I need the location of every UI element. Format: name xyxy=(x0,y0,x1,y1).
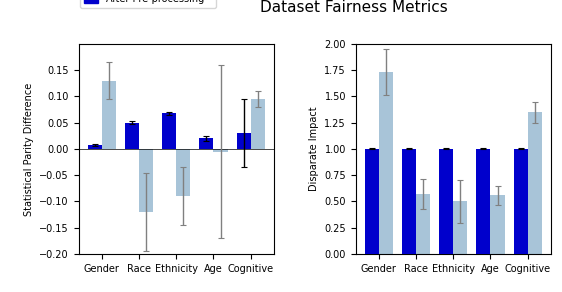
Bar xyxy=(514,149,528,254)
Bar xyxy=(214,149,228,152)
Bar xyxy=(439,149,453,254)
Bar xyxy=(176,149,191,196)
Bar xyxy=(402,149,416,254)
Text: Dataset Fairness Metrics: Dataset Fairness Metrics xyxy=(260,0,448,15)
Y-axis label: Disparate Impact: Disparate Impact xyxy=(309,107,319,191)
Bar xyxy=(237,133,251,149)
Bar xyxy=(416,194,430,254)
Bar xyxy=(139,149,153,212)
Legend: Before Pre-processing, After Pre-processing: Before Pre-processing, After Pre-process… xyxy=(80,0,216,8)
Bar xyxy=(528,112,542,254)
Bar xyxy=(365,149,379,254)
Bar xyxy=(453,201,468,254)
Bar xyxy=(251,99,265,149)
Bar xyxy=(491,195,505,254)
Bar xyxy=(125,123,139,149)
Bar xyxy=(102,81,116,149)
Bar xyxy=(477,149,491,254)
Bar xyxy=(162,113,176,149)
Bar xyxy=(88,145,102,149)
Bar xyxy=(379,72,393,254)
Bar xyxy=(200,138,214,149)
Y-axis label: Statistical Parity Difference: Statistical Parity Difference xyxy=(24,82,34,215)
